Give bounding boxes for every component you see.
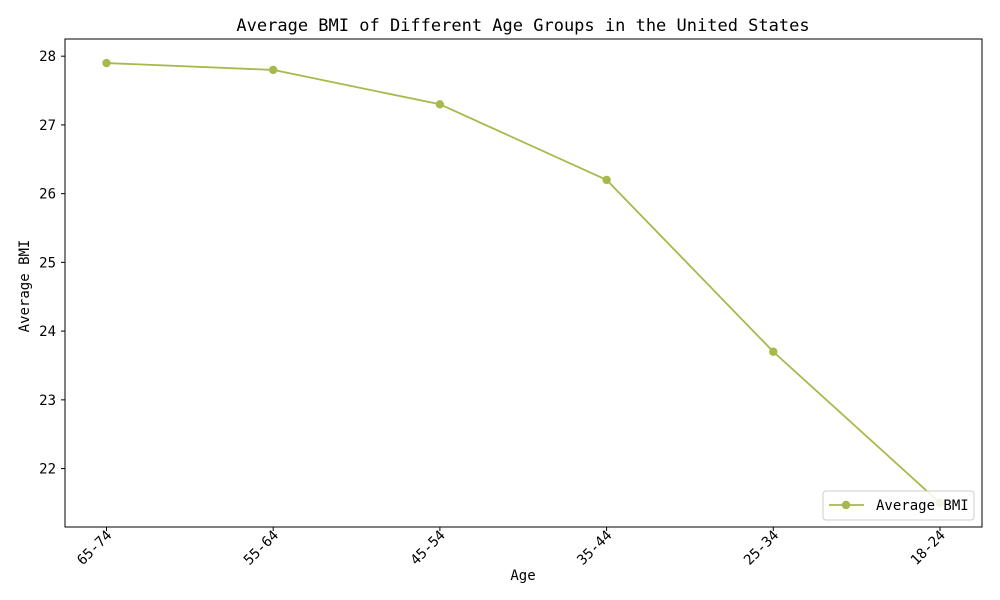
x-tick-label: 45-54 [408,528,449,569]
y-tick-label: 23 [39,393,56,409]
y-tick-label: 25 [39,255,56,271]
x-axis-ticks: 65-74 55-64 45-54 35-44 25-34 18-24 [74,527,949,569]
x-axis-label: Age [510,568,535,584]
data-point [769,347,778,356]
y-tick-label: 28 [39,49,56,65]
series-line [106,62,941,504]
x-tick-label: 55-64 [241,528,282,569]
legend-series-marker [841,500,851,510]
y-tick-label: 22 [39,462,56,478]
y-tick-label: 26 [39,187,56,203]
x-tick-label: 25-34 [741,528,782,569]
y-tick-label: 24 [39,324,56,340]
x-tick-label: 18-24 [908,528,949,569]
series-layer [102,58,945,508]
legend: Average BMI [822,490,975,521]
y-axis-ticks: 22 23 24 25 26 27 28 [39,49,65,478]
plot-area-frame [64,38,983,528]
legend-box [822,490,975,521]
data-point [602,175,611,185]
data-point [269,65,278,75]
x-tick-label: 35-44 [574,528,615,569]
data-point [102,58,111,68]
y-tick-label: 27 [39,118,56,134]
chart-title: Average BMI of Different Age Groups in t… [236,16,809,36]
x-tick-label: 65-74 [74,528,115,569]
legend-series-label: Average BMI [876,498,969,514]
y-axis-label: Average BMI [17,240,33,333]
data-point [435,100,445,109]
